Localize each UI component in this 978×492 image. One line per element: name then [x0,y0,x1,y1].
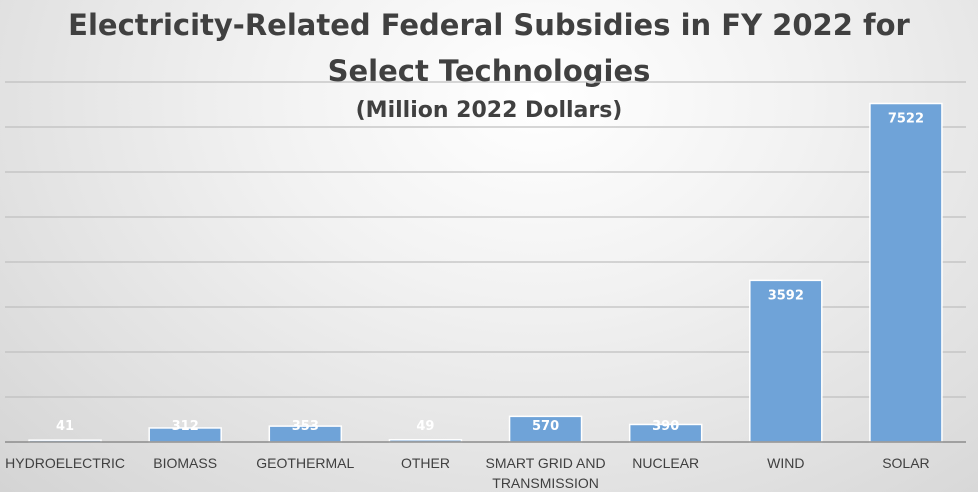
bar [869,102,943,443]
data-label: 41 [56,419,74,434]
data-label: 3592 [768,288,804,303]
x-tick-label: HYDROELECTRIC [5,455,125,471]
bar [749,279,823,443]
chart-title-line-1: Electricity-Related Federal Subsidies in… [68,8,910,42]
data-label: 390 [652,419,679,434]
x-tick-label: WIND [767,455,804,471]
x-tick-label: GEOTHERMAL [256,455,354,471]
chart-subtitle: (Million 2022 Dollars) [355,98,623,123]
data-label: 570 [532,419,559,434]
data-label: 7522 [888,112,924,127]
data-label: 49 [416,419,434,434]
data-label: 312 [172,419,199,434]
x-tick-label: BIOMASS [153,455,217,471]
x-tick-label: OTHER [401,455,450,471]
data-label: 353 [292,419,319,434]
x-tick-label: NUCLEAR [632,455,699,471]
x-tick-label: SMART GRID AND [486,455,606,471]
x-tick-label: TRANSMISSION [492,475,599,491]
x-tick-label: SOLAR [882,455,929,471]
